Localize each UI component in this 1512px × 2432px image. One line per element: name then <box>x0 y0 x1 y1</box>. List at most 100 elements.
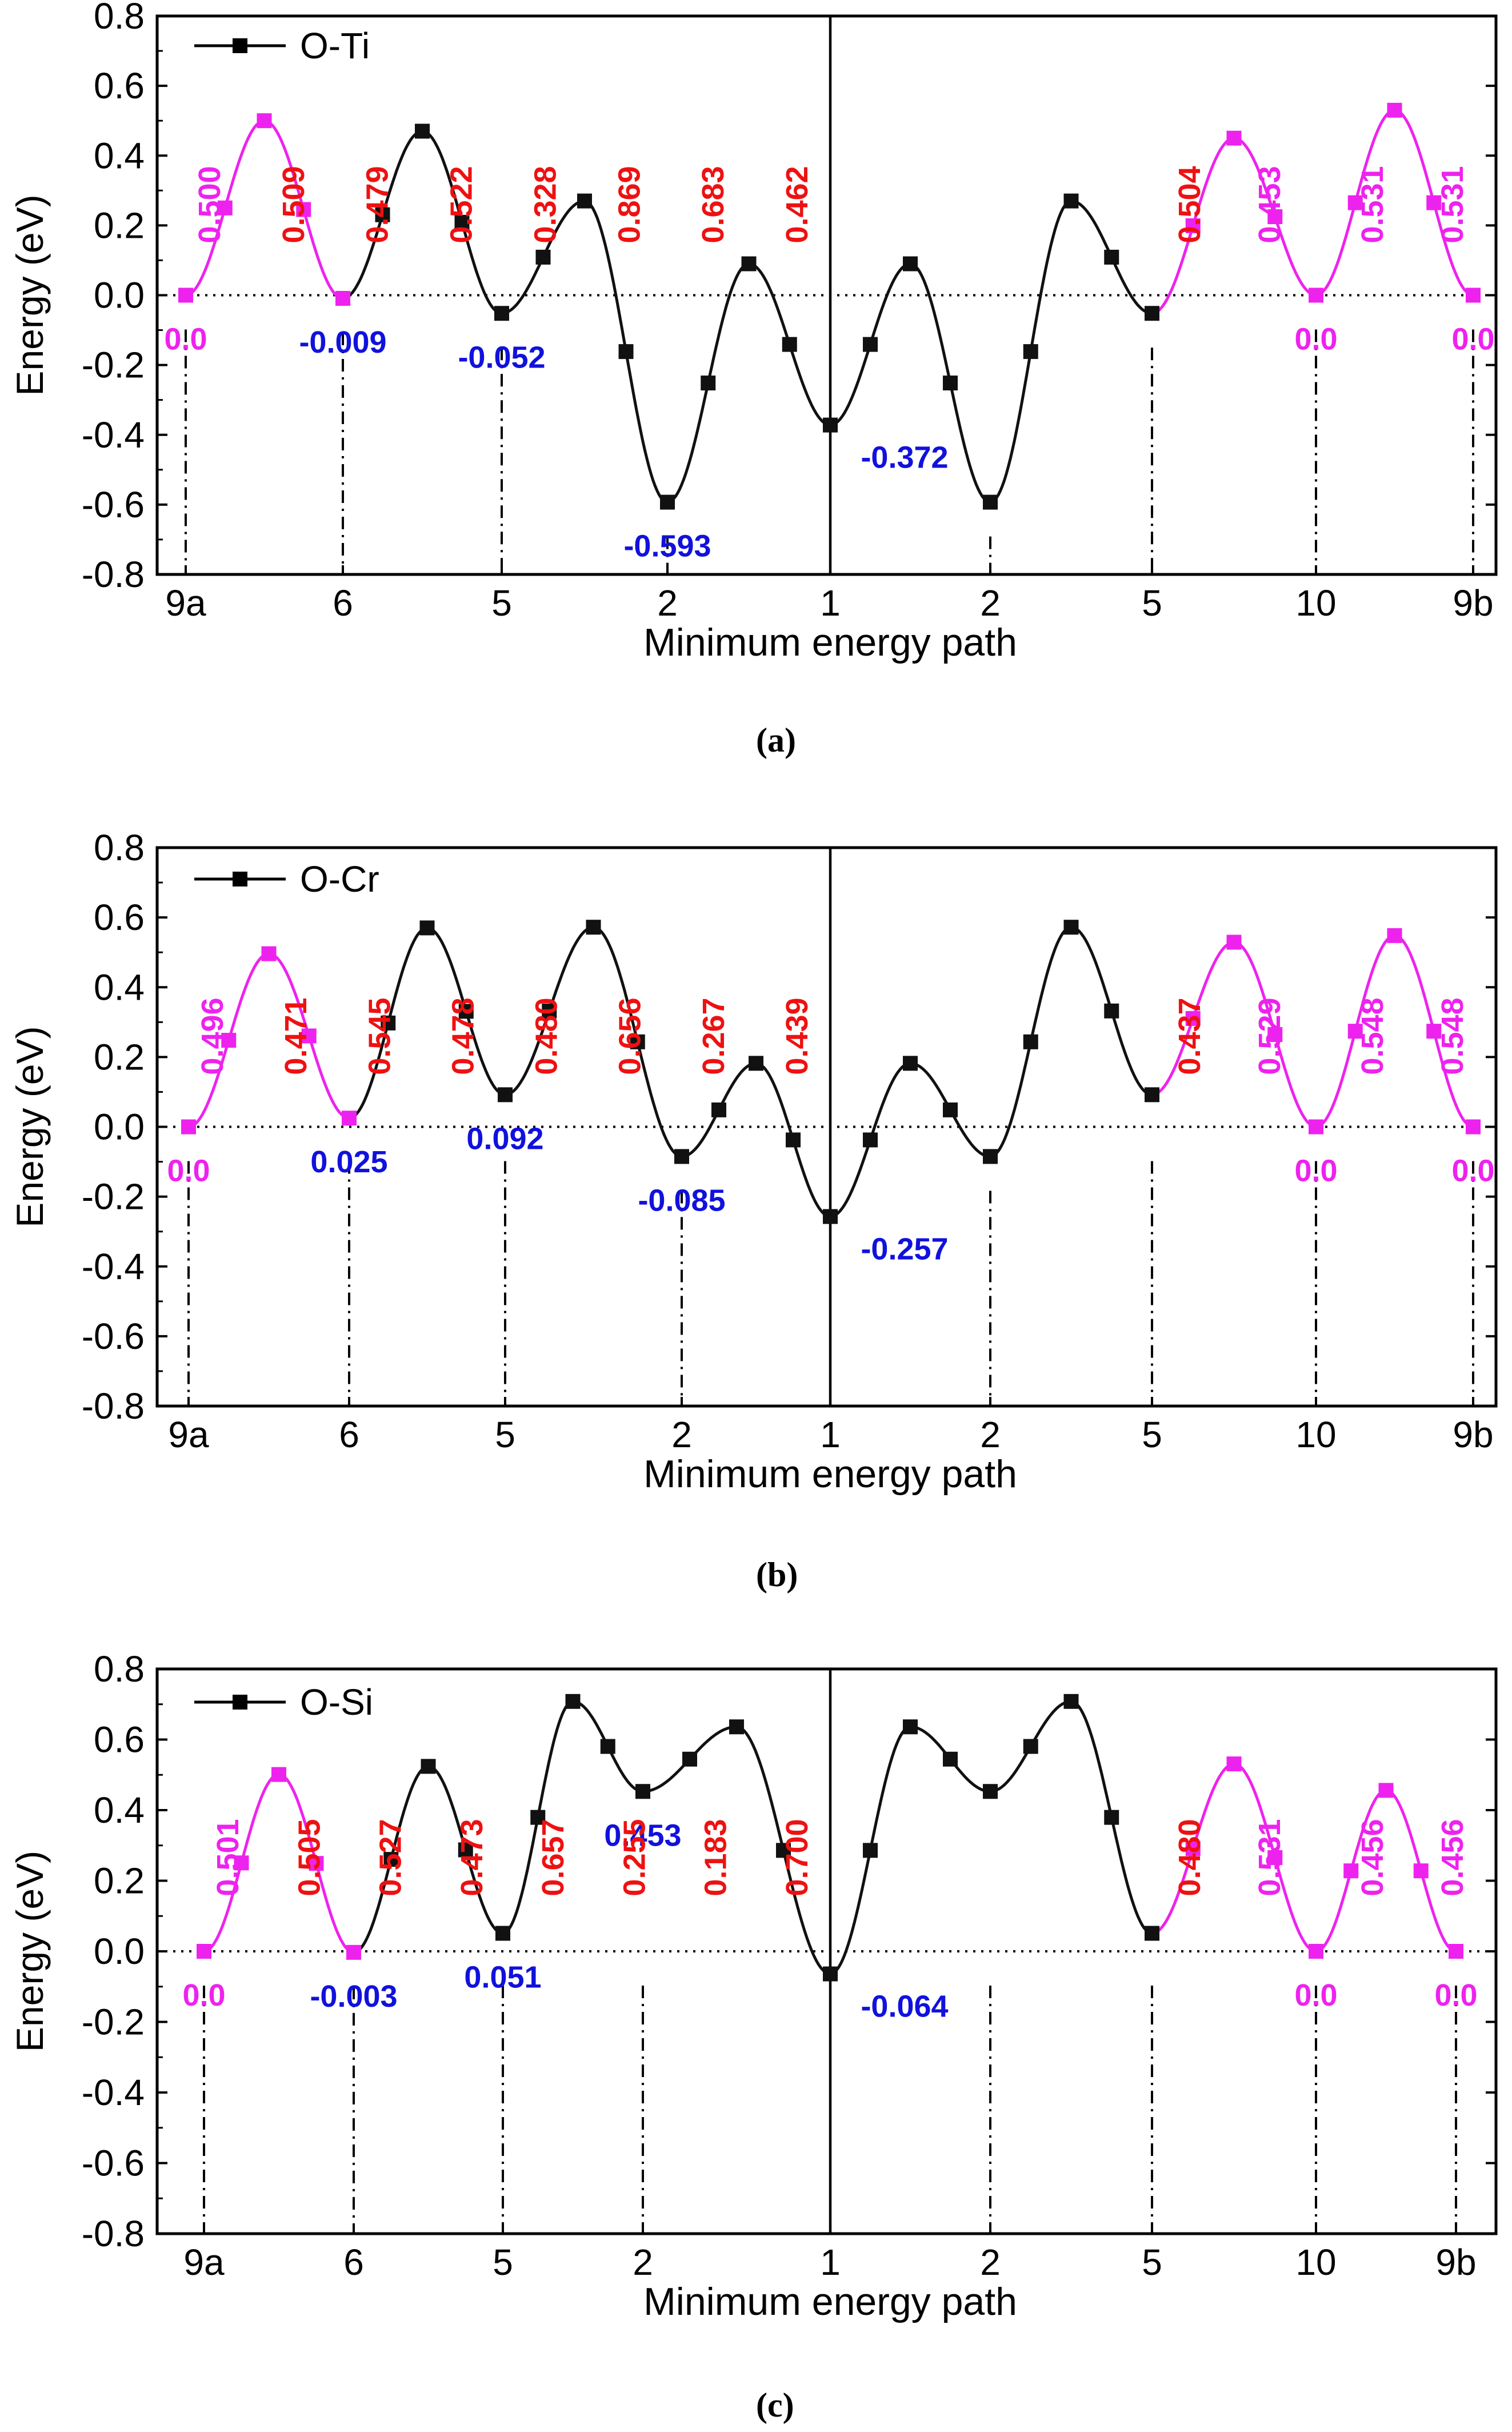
x-axis-label: Minimum energy path <box>643 1452 1017 1496</box>
data-point-marker <box>943 1102 958 1117</box>
data-point-marker <box>1449 1944 1463 1959</box>
data-point-marker <box>863 1132 878 1148</box>
barrier-label: 0.529 <box>1253 997 1287 1075</box>
data-point-marker <box>983 1149 998 1164</box>
data-point-marker <box>786 1132 801 1148</box>
data-point-marker <box>296 202 311 217</box>
data-point-marker <box>630 1034 645 1049</box>
barrier-label: 0.462 <box>780 166 814 243</box>
data-point-marker <box>1023 344 1038 360</box>
minimum-value-label: 0.0 <box>1451 322 1494 357</box>
data-point-marker <box>221 1033 237 1048</box>
data-point-marker <box>983 1784 998 1799</box>
y-tick-label: 0.4 <box>94 135 145 176</box>
y-tick-label: 0.0 <box>94 1107 145 1148</box>
y-tick-label: -0.6 <box>82 1316 145 1357</box>
y-axis-label: Energy (eV) <box>9 194 51 396</box>
panel-caption: (c) <box>756 2386 794 2424</box>
data-point-marker <box>1309 287 1323 303</box>
minimum-value-label: -0.593 <box>623 529 711 564</box>
x-tick-label: 5 <box>1142 1414 1162 1455</box>
data-point-marker <box>682 1751 697 1767</box>
barrier-label: 0.531 <box>1253 1819 1287 1896</box>
data-point-marker <box>1063 193 1079 209</box>
data-point-marker <box>577 193 592 209</box>
x-tick-label: 5 <box>493 2242 513 2283</box>
data-point-marker <box>261 946 277 961</box>
data-point-marker <box>234 1855 249 1871</box>
data-point-marker <box>823 1966 838 1982</box>
data-point-marker <box>711 1102 726 1117</box>
barrier-label: 0.548 <box>1435 997 1470 1075</box>
barrier-label: 0.439 <box>780 997 814 1075</box>
data-point-marker <box>635 1784 650 1799</box>
minimum-value-label: 0.0 <box>167 1154 210 1188</box>
data-point-marker <box>776 1843 791 1858</box>
data-point-marker <box>943 376 958 391</box>
data-point-marker <box>1387 102 1402 118</box>
legend-marker <box>233 38 247 53</box>
data-point-marker <box>729 1719 744 1735</box>
data-point-marker <box>749 1056 763 1071</box>
data-point-marker <box>1267 1027 1283 1042</box>
data-point-marker <box>1063 920 1079 935</box>
data-point-marker <box>1104 249 1119 265</box>
y-tick-label: -0.4 <box>82 414 145 456</box>
x-tick-label: 5 <box>495 1414 515 1455</box>
x-tick-label: 5 <box>1142 2242 1162 2283</box>
y-tick-label: 0.2 <box>94 1860 145 1902</box>
data-point-marker <box>674 1149 689 1164</box>
barrier-label: 0.473 <box>455 1819 489 1896</box>
minimum-value-label: -0.257 <box>861 1232 948 1266</box>
y-tick-label: -0.4 <box>82 1246 145 1287</box>
barrier-label: 0.471 <box>279 997 313 1075</box>
data-point-marker <box>983 494 998 510</box>
y-tick-label: 0.6 <box>94 897 145 938</box>
minimum-value-label: -0.003 <box>310 1979 397 2014</box>
minimum-value-label: 0.453 <box>604 1818 681 1852</box>
barrier-label: 0.869 <box>612 166 646 243</box>
data-point-marker <box>1413 1863 1429 1879</box>
panel-caption: (a) <box>756 721 796 759</box>
data-point-marker <box>381 1015 396 1031</box>
data-point-marker <box>1185 1841 1201 1856</box>
data-point-marker <box>181 1119 196 1135</box>
barrier-label: 0.527 <box>374 1819 408 1896</box>
data-point-marker <box>660 494 675 510</box>
panel-a: 0.8 0.6 0.4 0.2 0.0 -0.2 -0.4 -0.6 -0.8 Energy (e… <box>9 0 1498 759</box>
data-point-marker <box>863 337 878 352</box>
data-point-marker <box>586 920 601 935</box>
x-tick-label: 10 <box>1295 582 1336 624</box>
barrier-label: 0.505 <box>292 1819 326 1896</box>
data-point-marker <box>1104 1810 1119 1825</box>
barrier-label: 0.480 <box>1173 1819 1207 1896</box>
y-tick-label: 0.4 <box>94 1790 145 1831</box>
data-point-marker <box>1378 1783 1394 1798</box>
y-tick-label: 0.6 <box>94 1719 145 1760</box>
minimum-value-label: -0.085 <box>638 1183 725 1217</box>
data-point-marker <box>301 1028 317 1044</box>
x-tick-label: 9b <box>1435 2242 1476 2283</box>
x-tick-label: 2 <box>633 2242 653 2283</box>
x-tick-label: 10 <box>1295 1414 1336 1455</box>
data-point-marker <box>346 1944 361 1960</box>
x-tick-label: 2 <box>980 2242 1001 2283</box>
minimum-value-label: -0.064 <box>861 1990 948 2024</box>
data-point-marker <box>1426 1024 1442 1039</box>
data-point-marker <box>1343 1863 1359 1879</box>
data-point-marker <box>495 1926 510 1941</box>
y-axis-label: Energy (eV) <box>9 1851 51 2052</box>
y-tick-label: -0.4 <box>82 2072 145 2113</box>
minimum-value-label: -0.052 <box>458 340 545 374</box>
y-tick-label: -0.2 <box>82 1176 145 1217</box>
data-point-marker <box>1426 195 1442 210</box>
barrier-label: 0.522 <box>445 166 479 243</box>
data-point-marker <box>1145 1087 1159 1103</box>
barrier-label: 0.183 <box>699 1819 733 1896</box>
data-point-marker <box>458 1842 473 1858</box>
data-point-marker <box>454 214 470 230</box>
data-point-marker <box>1185 1011 1201 1026</box>
y-tick-label: -0.8 <box>82 2213 145 2254</box>
barrier-label: 0.683 <box>696 166 730 243</box>
